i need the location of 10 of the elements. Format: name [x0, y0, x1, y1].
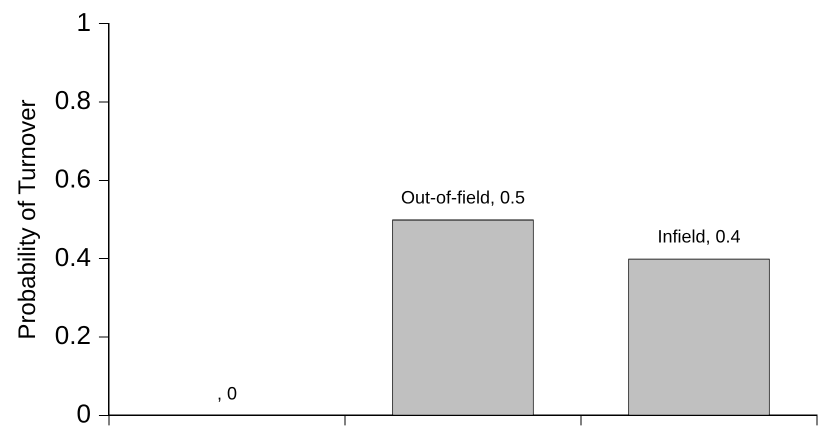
data-label: Infield, 0.4: [657, 226, 741, 247]
y-axis-title: Probability of Turnover: [14, 99, 42, 340]
y-tick-label: 0.6: [54, 163, 91, 194]
data-label: Out-of-field, 0.5: [400, 187, 526, 208]
y-tick-label: 0.8: [54, 85, 91, 116]
y-tick-label: 0.4: [54, 242, 91, 272]
y-tick-label: 1: [76, 6, 91, 37]
data-label: , 0: [216, 383, 237, 404]
y-tick-label: 0.2: [54, 320, 91, 350]
y-tick-label: 0: [76, 398, 91, 429]
